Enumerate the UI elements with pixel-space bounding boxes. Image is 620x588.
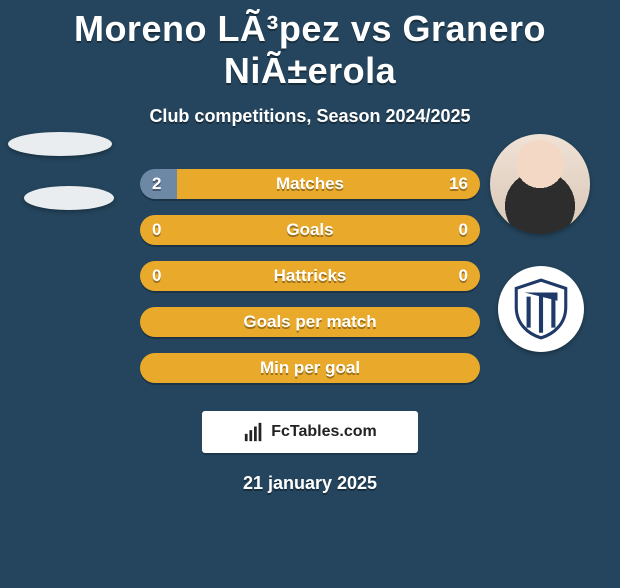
stat-row-label: Goals bbox=[140, 215, 480, 245]
club-right-crest bbox=[498, 266, 584, 352]
stat-row-left-value: 2 bbox=[152, 169, 161, 199]
stat-row-right-value: 0 bbox=[459, 261, 468, 291]
page-title: Moreno LÃ³pez vs Granero NiÃ±erola bbox=[0, 8, 620, 92]
bar-chart-icon bbox=[243, 421, 265, 443]
stat-row-right-value: 16 bbox=[449, 169, 468, 199]
stat-row-left-value: 0 bbox=[152, 261, 161, 291]
comparison-rows: Matches216Goals00Hattricks00Goals per ma… bbox=[140, 169, 480, 383]
page-subtitle: Club competitions, Season 2024/2025 bbox=[0, 106, 620, 127]
stat-row-label: Min per goal bbox=[140, 353, 480, 383]
brand-text: FcTables.com bbox=[271, 423, 377, 441]
stat-row: Matches2 16 bbox=[140, 169, 480, 199]
stat-row-label: Goals per match bbox=[140, 307, 480, 337]
club-left-crest bbox=[24, 186, 114, 210]
stat-row: Goals per match bbox=[140, 307, 480, 337]
player-right-avatar bbox=[490, 134, 590, 234]
stat-row-right-value: 0 bbox=[459, 215, 468, 245]
stat-row-label: Hattricks bbox=[140, 261, 480, 291]
stat-row: Min per goal bbox=[140, 353, 480, 383]
stat-row: Hattricks0 0 bbox=[140, 261, 480, 291]
stat-row: Goals0 0 bbox=[140, 215, 480, 245]
stat-row-label: Matches bbox=[140, 169, 480, 199]
footer-date: 21 january 2025 bbox=[0, 473, 620, 494]
brand-card: FcTables.com bbox=[202, 411, 418, 453]
shield-icon bbox=[508, 276, 574, 342]
stat-row-left-value: 0 bbox=[152, 215, 161, 245]
player-left-avatar bbox=[8, 132, 112, 156]
